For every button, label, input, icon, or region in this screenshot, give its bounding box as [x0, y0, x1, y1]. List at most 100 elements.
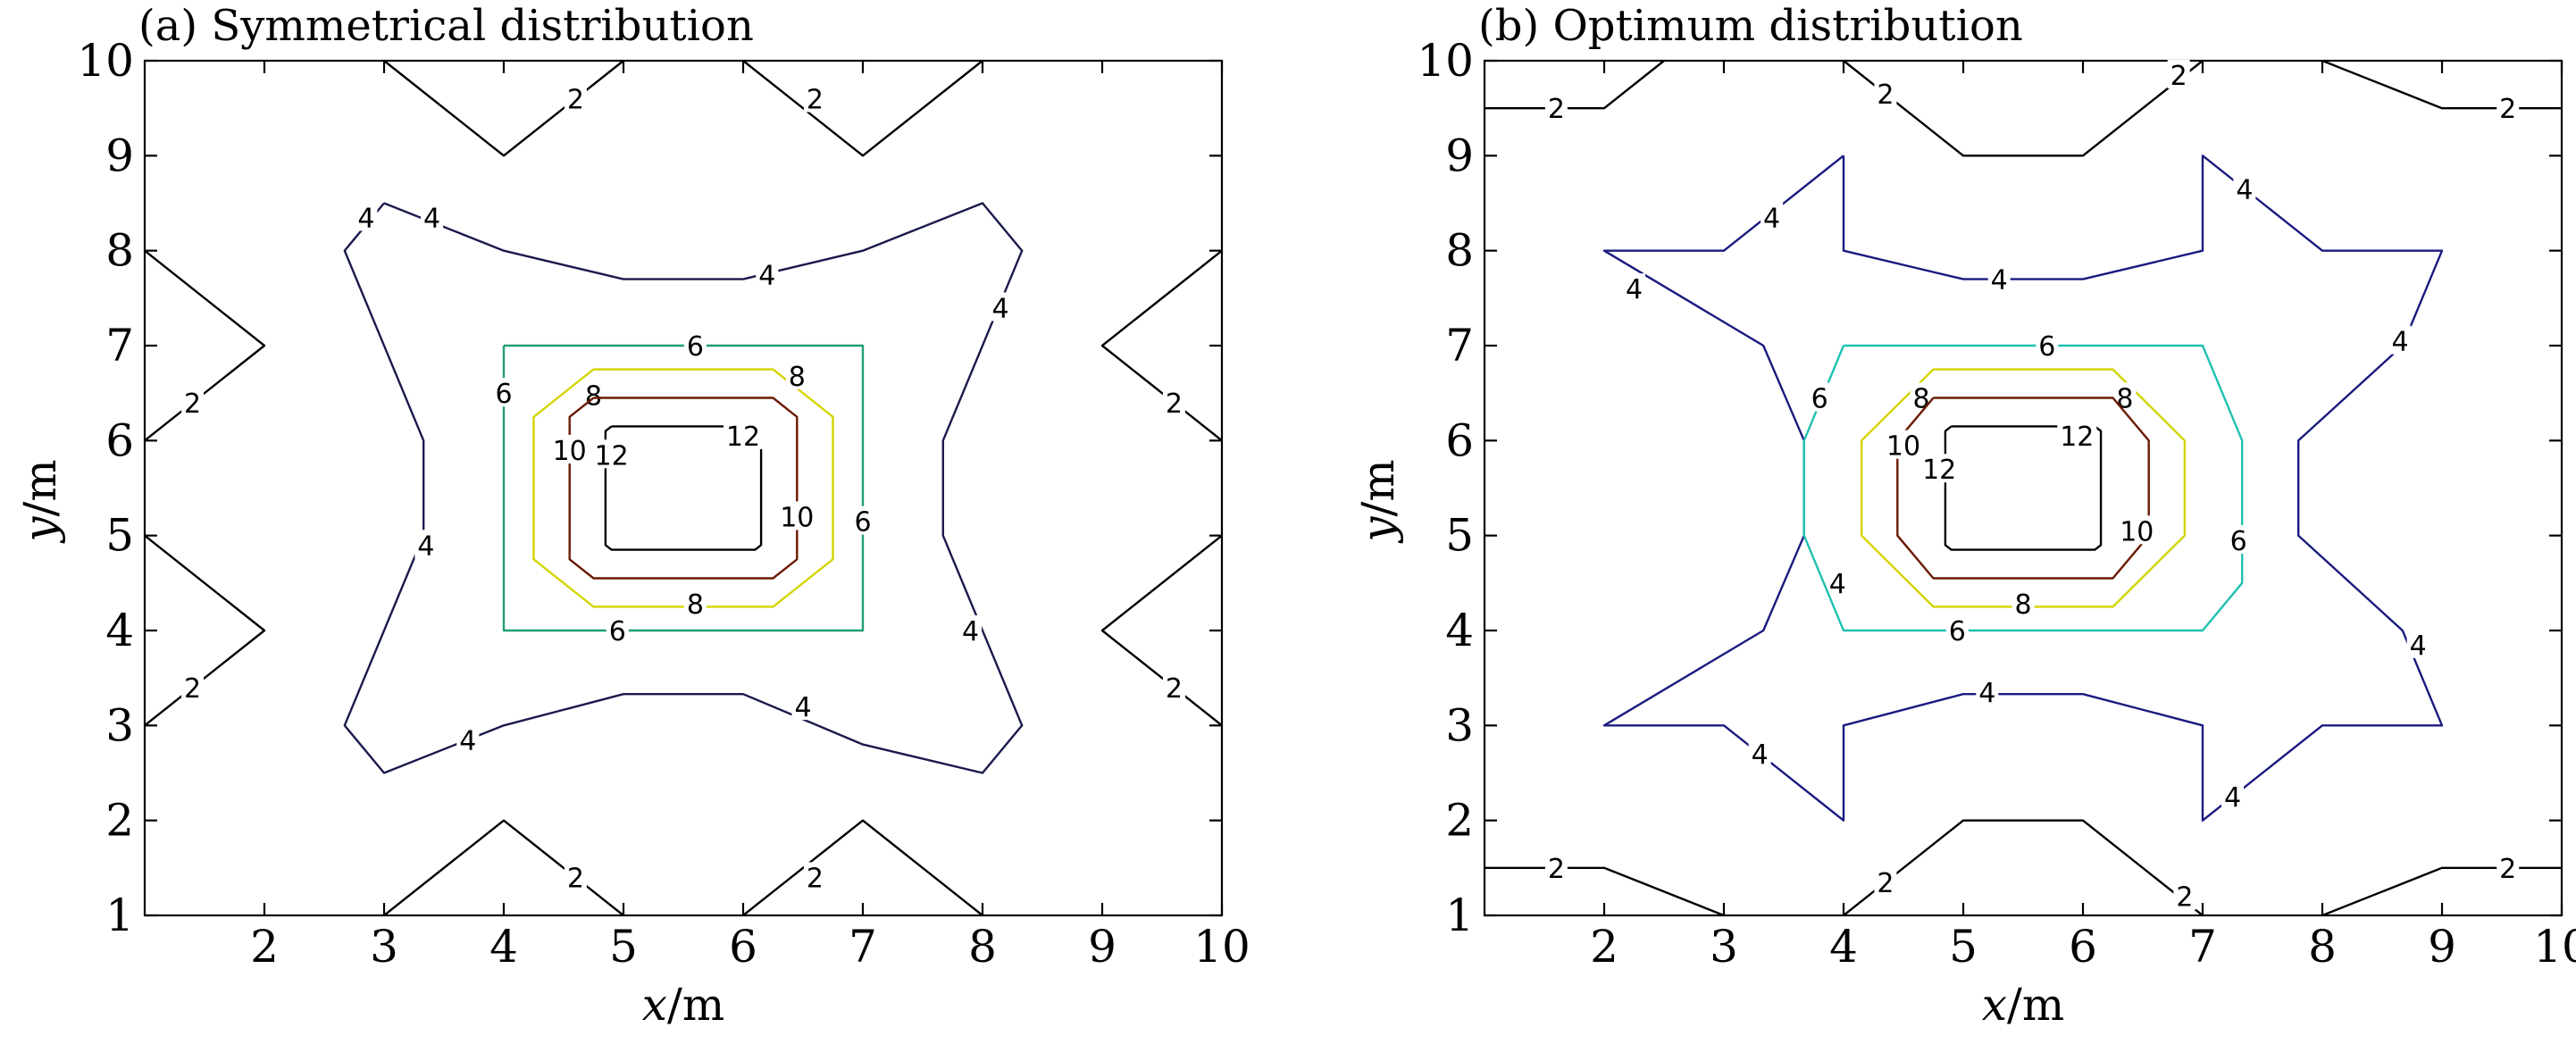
contour-label: 4: [423, 203, 440, 234]
contour-label-bg: [1544, 852, 1568, 881]
panel-symmetrical-distribution: (a) Symmetrical distribution 2 3 4 5 6 7 8 9 10 1…: [14, 1, 1250, 1031]
contour-label: 6: [854, 507, 871, 539]
contour-label-bg: [564, 83, 587, 113]
contour-label: 2: [2176, 882, 2193, 914]
contour-label: 2: [1548, 854, 1565, 885]
x-tick-label: 9: [1088, 921, 1117, 973]
contour-label-bg: [1544, 93, 1568, 122]
contour-label-bg: [1945, 615, 1969, 644]
x-tick-label: 2: [1590, 921, 1618, 973]
contour-label-bg: [2406, 629, 2430, 658]
contour-label: 4: [2392, 327, 2409, 358]
contour-label: 4: [357, 203, 374, 234]
contour-label: 8: [2014, 589, 2031, 621]
contour-label-bg: [564, 862, 587, 891]
contour-label: 6: [1811, 383, 1828, 414]
contour-line-2: [2321, 59, 2562, 110]
contour-label-bg: [456, 724, 480, 754]
contour-label: 10: [780, 502, 814, 533]
contour-label: 4: [1752, 739, 1769, 771]
panel-optimum-distribution: (b) Optimum distribution 2 3 4 5 6 7 8 9 1012345…: [1352, 1, 2576, 1031]
contour-label-bg: [756, 259, 779, 288]
contour-line-2: [1843, 819, 2204, 916]
contour-label-bg: [2221, 781, 2244, 811]
contour-line-2: [383, 819, 624, 916]
contour-label-bg: [2011, 589, 2035, 618]
contour-label: 4: [1829, 569, 1846, 600]
x-tick-label: 4: [489, 921, 518, 973]
contour-label: 2: [1877, 868, 1894, 899]
contour-label: 2: [1166, 388, 1183, 420]
contour-label: 2: [2170, 61, 2187, 92]
contour-label: 4: [2236, 175, 2253, 206]
contour-label-bg: [791, 691, 815, 721]
contour-label-bg: [2227, 524, 2250, 554]
contour-label: 4: [459, 725, 476, 756]
contour-label-bg: [785, 361, 808, 390]
contour-label-bg: [989, 292, 1012, 322]
contour-label: 4: [962, 616, 979, 647]
contour-label-bg: [414, 530, 438, 559]
contour-label-bg: [355, 202, 378, 231]
contour-label: 2: [807, 85, 824, 116]
contour-label: 2: [2499, 854, 2516, 885]
contour-line-10: [1896, 397, 2150, 580]
contour-label-bg: [2036, 330, 2059, 359]
contour-line-2: [1100, 534, 1223, 727]
contour-label-bg: [1761, 202, 1784, 231]
x-tick-label: 6: [2069, 921, 2097, 973]
contour-label-bg: [803, 83, 826, 113]
contour-label: 2: [1877, 79, 1894, 111]
contour-label-bg: [606, 615, 629, 644]
contour-label-bg: [2173, 881, 2196, 910]
y-tick-label: 2: [105, 795, 134, 847]
contour-label-bg: [1874, 79, 1897, 108]
contour-label-bg: [2497, 93, 2520, 122]
contour-label: 6: [2230, 526, 2247, 557]
x-tick-label: 5: [609, 921, 638, 973]
contour-line-2: [1843, 60, 2204, 157]
y-axis-label: y/m: [14, 459, 66, 544]
y-tick-label: 8: [1445, 225, 1474, 277]
contour-label-bg: [683, 330, 707, 359]
contour-label-bg: [1987, 263, 2011, 293]
contour-label-bg: [803, 862, 826, 891]
y-tick-label: 6: [105, 414, 134, 466]
contour-line-2: [742, 60, 983, 157]
contour-line-2: [1485, 866, 1725, 917]
contour-label: 6: [687, 331, 704, 363]
contour-label-bg: [851, 505, 874, 535]
y-tick-label: 4: [1445, 605, 1474, 656]
y-tick-label: 10: [1417, 35, 1474, 87]
contour-label: 2: [2499, 94, 2516, 125]
contour-label-bg: [2388, 325, 2412, 355]
contour-label-bg: [1162, 387, 1185, 416]
contour-label: 12: [2060, 422, 2094, 453]
x-tick-label: 2: [250, 921, 279, 973]
contour-label: 4: [2224, 782, 2241, 814]
contour-label: 6: [495, 379, 512, 410]
contour-label: 2: [567, 85, 584, 116]
contour-label-bg: [421, 202, 444, 231]
contour-line-4: [1602, 155, 2444, 822]
contour-label: 4: [2410, 631, 2427, 662]
contour-label: 6: [609, 616, 626, 647]
contour-line-8: [1860, 368, 2187, 608]
contour-label: 6: [2038, 331, 2055, 363]
x-tick-label: 10: [1193, 921, 1250, 973]
contour-line-6: [1802, 344, 2244, 632]
contour-label: 4: [992, 293, 1009, 324]
y-tick-label: 1: [1445, 889, 1474, 941]
contour-label-bg: [2233, 173, 2256, 203]
panel-title: (b) Optimum distribution: [1478, 1, 2023, 51]
y-axis-label: y/m: [1352, 459, 1404, 544]
contour-label-bg: [1808, 382, 1831, 412]
contour-label: 4: [1978, 678, 1995, 709]
contour-label-bg: [2497, 852, 2520, 881]
contour-label-bg: [683, 589, 707, 618]
contour-label-bg: [1162, 672, 1185, 701]
plot-frame: [1483, 59, 2563, 917]
contour-label: 2: [184, 673, 201, 705]
y-tick-label: 7: [1445, 320, 1474, 372]
